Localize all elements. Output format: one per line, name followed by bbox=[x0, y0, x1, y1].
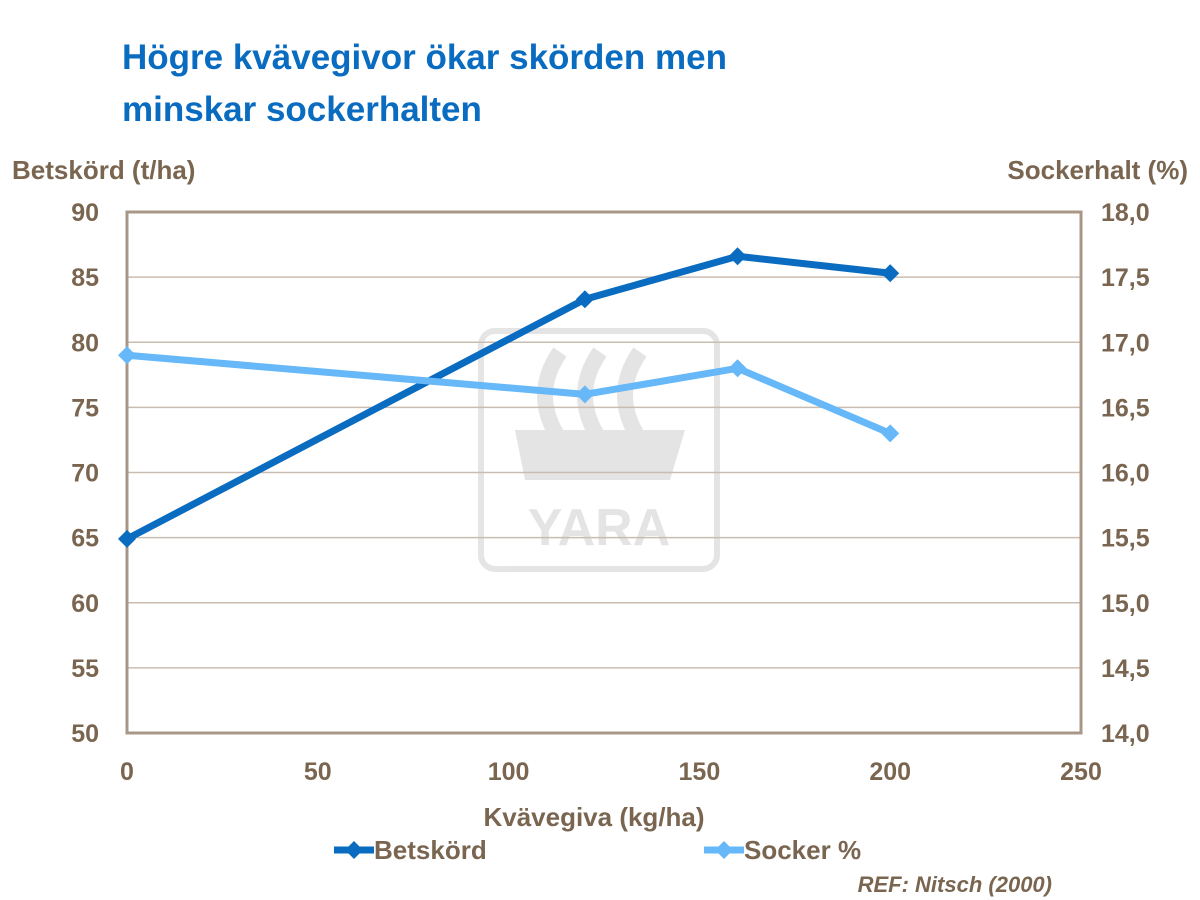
y-right-tick-label: 16,5 bbox=[1101, 394, 1150, 422]
series-betskord bbox=[118, 247, 900, 548]
series-line bbox=[126, 351, 892, 437]
data-point-marker bbox=[575, 385, 594, 404]
y-right-tick-label: 15,0 bbox=[1101, 590, 1150, 618]
data-point-marker bbox=[728, 247, 747, 266]
data-point-marker bbox=[118, 346, 136, 365]
series-line bbox=[125, 252, 891, 543]
y-right-tick-label: 15,5 bbox=[1101, 525, 1150, 553]
plot-frame bbox=[125, 210, 1083, 735]
y-left-tick-label: 85 bbox=[71, 264, 99, 292]
y-left-tick-label: 50 bbox=[71, 720, 99, 748]
y-left-tick-label: 65 bbox=[71, 525, 99, 553]
y-left-tick-label: 90 bbox=[71, 199, 99, 227]
y-left-tick-label: 75 bbox=[71, 394, 99, 422]
x-tick-label: 200 bbox=[869, 758, 911, 786]
y-right-tick-label: 17,0 bbox=[1101, 329, 1150, 357]
y-right-tick-label: 17,5 bbox=[1101, 264, 1150, 292]
legend-item: Betskörd bbox=[334, 835, 487, 865]
x-tick-label: 0 bbox=[120, 758, 134, 786]
legend-label: Socker % bbox=[744, 835, 861, 865]
data-point-marker bbox=[881, 264, 900, 283]
x-tick-label: 100 bbox=[488, 758, 530, 786]
data-point-marker bbox=[575, 290, 594, 309]
y-right-tick-label: 14,5 bbox=[1101, 655, 1150, 683]
data-point-marker bbox=[345, 841, 363, 859]
reference-note: REF: Nitsch (2000) bbox=[857, 872, 1052, 897]
title-line-2: minskar sockerhalten bbox=[122, 90, 482, 129]
x-axis-title: Kvävegiva (kg/ha) bbox=[483, 802, 704, 832]
data-point-marker bbox=[728, 359, 747, 378]
right-axis-title: Sockerhalt (%) bbox=[1007, 155, 1188, 185]
left-axis-title: Betskörd (t/ha) bbox=[12, 155, 196, 185]
watermark-text: YARA bbox=[528, 499, 671, 557]
title-line-1: Högre kvävegivor ökar skörden men bbox=[122, 38, 727, 77]
legend-item: Socker % bbox=[704, 835, 861, 865]
legend-label: Betskörd bbox=[374, 835, 487, 865]
y-left-tick-label: 80 bbox=[71, 329, 99, 357]
y-left-tick-label: 55 bbox=[71, 655, 99, 683]
chart-title: Högre kvävegivor ökar skörden men minska… bbox=[122, 32, 727, 136]
x-tick-label: 50 bbox=[304, 758, 332, 786]
y-left-tick-label: 60 bbox=[71, 590, 99, 618]
series-socker bbox=[118, 346, 900, 443]
y-right-tick-label: 18,0 bbox=[1101, 199, 1150, 227]
y-right-tick-label: 14,0 bbox=[1101, 720, 1150, 748]
x-tick-label: 150 bbox=[679, 758, 721, 786]
y-left-tick-label: 70 bbox=[71, 460, 99, 488]
y-right-tick-label: 16,0 bbox=[1101, 460, 1150, 488]
data-point-marker bbox=[118, 529, 136, 548]
data-point-marker bbox=[881, 424, 900, 443]
data-point-marker bbox=[715, 841, 733, 859]
x-tick-label: 250 bbox=[1060, 758, 1102, 786]
yara-watermark: YARA bbox=[478, 328, 720, 572]
